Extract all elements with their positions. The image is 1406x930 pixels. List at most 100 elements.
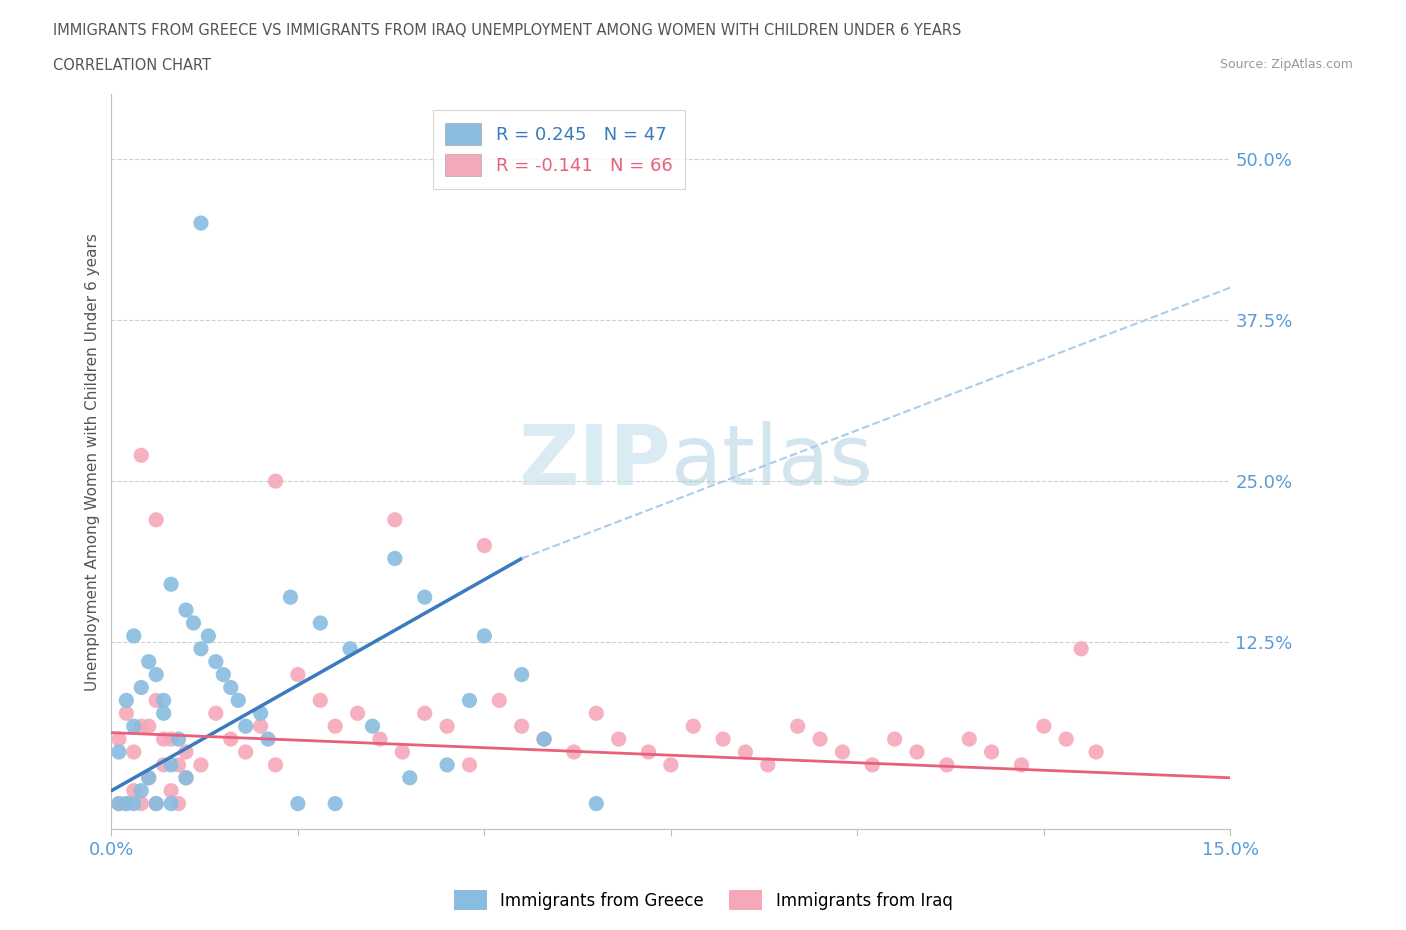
Point	[167, 757, 190, 772]
Point	[391, 745, 413, 760]
Point	[249, 719, 271, 734]
Point	[287, 796, 309, 811]
Point	[533, 732, 555, 747]
Point	[219, 680, 242, 695]
Point	[257, 732, 280, 747]
Point	[160, 796, 183, 811]
Point	[190, 216, 212, 231]
Point	[883, 732, 905, 747]
Point	[145, 667, 167, 682]
Text: CORRELATION CHART: CORRELATION CHART	[53, 58, 211, 73]
Point	[129, 783, 152, 798]
Point	[205, 654, 228, 669]
Point	[152, 757, 174, 772]
Point	[1011, 757, 1033, 772]
Point	[1085, 745, 1108, 760]
Point	[129, 719, 152, 734]
Point	[510, 719, 533, 734]
Point	[129, 796, 152, 811]
Point	[398, 770, 420, 785]
Point	[152, 706, 174, 721]
Point	[122, 796, 145, 811]
Point	[488, 693, 510, 708]
Point	[474, 538, 496, 553]
Point	[235, 745, 257, 760]
Point	[458, 693, 481, 708]
Point	[309, 616, 332, 631]
Point	[226, 693, 249, 708]
Point	[122, 719, 145, 734]
Point	[323, 719, 346, 734]
Point	[436, 757, 458, 772]
Point	[510, 667, 533, 682]
Point	[219, 732, 242, 747]
Point	[145, 512, 167, 527]
Point	[905, 745, 928, 760]
Legend: R = 0.245   N = 47, R = -0.141   N = 66: R = 0.245 N = 47, R = -0.141 N = 66	[433, 111, 685, 189]
Point	[346, 706, 368, 721]
Point	[108, 796, 131, 811]
Point	[190, 757, 212, 772]
Point	[264, 473, 287, 488]
Point	[167, 796, 190, 811]
Point	[585, 706, 607, 721]
Point	[682, 719, 704, 734]
Point	[160, 757, 183, 772]
Text: ZIP: ZIP	[519, 421, 671, 502]
Point	[174, 745, 197, 760]
Point	[368, 732, 391, 747]
Point	[205, 706, 228, 721]
Point	[756, 757, 779, 772]
Point	[384, 512, 406, 527]
Point	[808, 732, 831, 747]
Point	[122, 745, 145, 760]
Point	[957, 732, 980, 747]
Point	[160, 783, 183, 798]
Point	[108, 796, 131, 811]
Point	[458, 757, 481, 772]
Point	[659, 757, 682, 772]
Legend: Immigrants from Greece, Immigrants from Iraq: Immigrants from Greece, Immigrants from …	[447, 884, 959, 917]
Point	[413, 590, 436, 604]
Point	[585, 796, 607, 811]
Point	[860, 757, 883, 772]
Point	[138, 719, 160, 734]
Y-axis label: Unemployment Among Women with Children Under 6 years: Unemployment Among Women with Children U…	[86, 232, 100, 691]
Point	[122, 629, 145, 644]
Point	[190, 642, 212, 657]
Point	[108, 732, 131, 747]
Point	[197, 629, 219, 644]
Point	[138, 654, 160, 669]
Point	[831, 745, 853, 760]
Point	[129, 448, 152, 463]
Point	[129, 680, 152, 695]
Point	[152, 732, 174, 747]
Point	[145, 693, 167, 708]
Point	[1070, 642, 1092, 657]
Point	[280, 590, 302, 604]
Point	[115, 706, 138, 721]
Point	[152, 693, 174, 708]
Point	[122, 783, 145, 798]
Point	[637, 745, 659, 760]
Point	[786, 719, 808, 734]
Point	[138, 770, 160, 785]
Point	[309, 693, 332, 708]
Point	[212, 667, 235, 682]
Point	[174, 603, 197, 618]
Point	[145, 796, 167, 811]
Point	[167, 732, 190, 747]
Point	[174, 770, 197, 785]
Point	[935, 757, 957, 772]
Point	[1054, 732, 1077, 747]
Point	[339, 642, 361, 657]
Point	[474, 629, 496, 644]
Point	[115, 796, 138, 811]
Point	[287, 667, 309, 682]
Point	[249, 706, 271, 721]
Point	[160, 732, 183, 747]
Point	[264, 757, 287, 772]
Point	[1032, 719, 1054, 734]
Point	[145, 796, 167, 811]
Point	[562, 745, 585, 760]
